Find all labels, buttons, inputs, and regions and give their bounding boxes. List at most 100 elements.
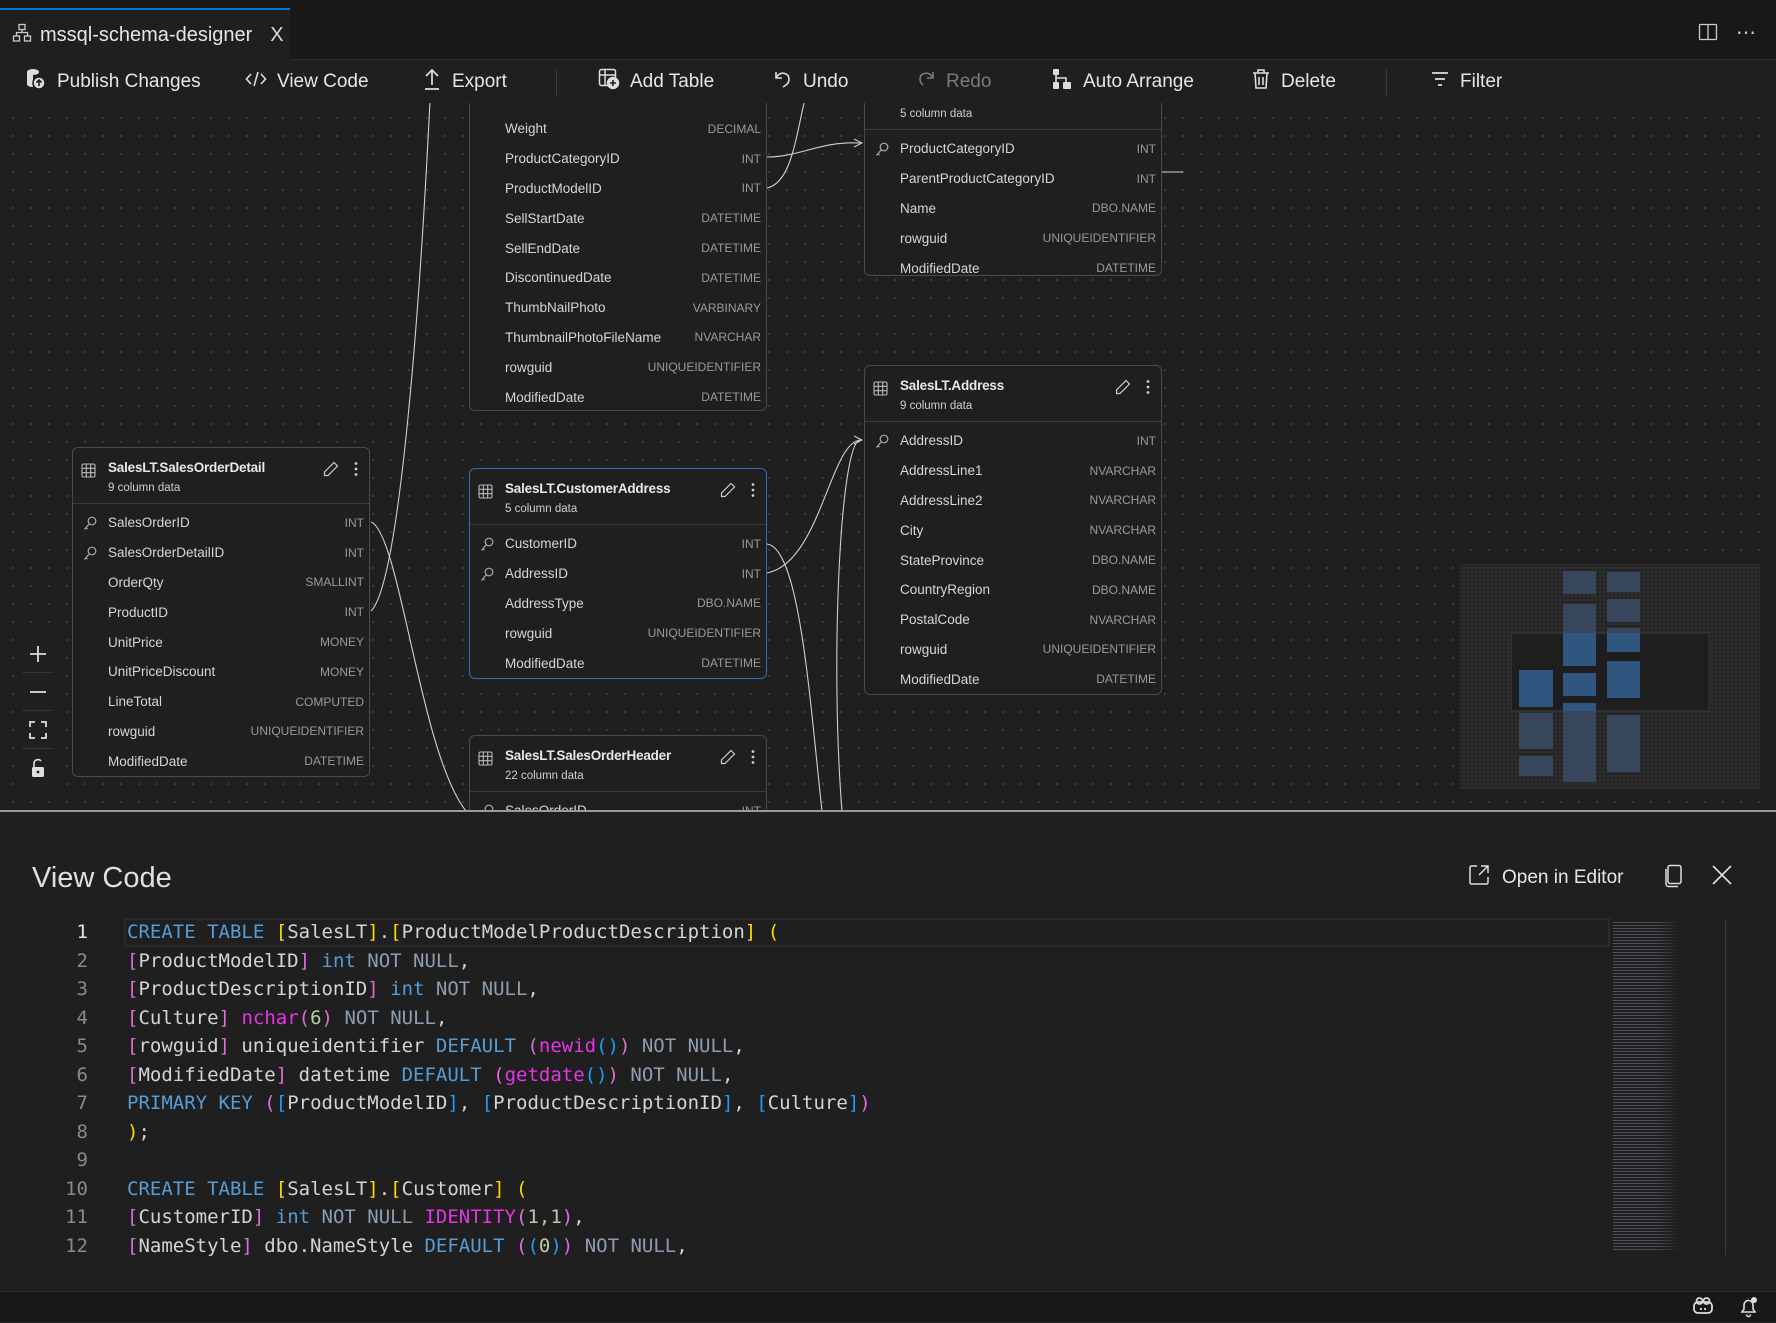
- delete-button[interactable]: Delete: [1251, 61, 1336, 103]
- redo-button[interactable]: Redo: [916, 61, 991, 103]
- column-row[interactable]: DiscontinuedDate DATETIME: [470, 263, 766, 293]
- column-row[interactable]: ProductID INT: [73, 597, 369, 627]
- table-node-product[interactable]: Weight DECIMAL ProductCategoryID INT Product…: [469, 103, 767, 411]
- column-row[interactable]: City NVARCHAR: [865, 515, 1161, 545]
- column-row[interactable]: AddressLine2 NVARCHAR: [865, 486, 1161, 516]
- column-row[interactable]: ModifiedDate DATETIME: [470, 648, 766, 678]
- relationship-edge: [766, 543, 823, 811]
- split-editor-icon[interactable]: [1698, 22, 1718, 47]
- publish-changes-button[interactable]: Publish Changes: [25, 61, 201, 103]
- code-minimap[interactable]: [1613, 922, 1723, 1252]
- column-row[interactable]: Weight DECIMAL: [470, 114, 766, 144]
- copilot-icon[interactable]: [1692, 1296, 1714, 1321]
- view-code-button[interactable]: View Code: [245, 61, 369, 103]
- column-row[interactable]: ThumbNailPhoto VARBINARY: [470, 293, 766, 323]
- column-type: DATETIME: [701, 270, 761, 285]
- tab-close-button[interactable]: X: [270, 24, 284, 46]
- column-row[interactable]: UnitPrice MONEY: [73, 627, 369, 657]
- lock-button[interactable]: [22, 749, 53, 787]
- filter-button[interactable]: Filter: [1430, 61, 1502, 103]
- more-actions-icon[interactable]: ⋯: [1736, 22, 1756, 44]
- auto-arrange-button[interactable]: Auto Arrange: [1051, 61, 1194, 103]
- column-row[interactable]: ProductCategoryID INT: [470, 144, 766, 174]
- table-node-sales-order-detail[interactable]: SalesLT.SalesOrderDetail 9 column data Sal…: [72, 447, 370, 778]
- zoom-in-button[interactable]: [22, 635, 53, 673]
- column-row[interactable]: rowguid UNIQUEIDENTIFIER: [73, 717, 369, 747]
- column-row[interactable]: ModifiedDate DATETIME: [865, 664, 1161, 694]
- column-row[interactable]: rowguid UNIQUEIDENTIFIER: [865, 635, 1161, 665]
- code-text: PRIMARY KEY ([ProductModelID], [ProductD…: [127, 1089, 871, 1118]
- schema-canvas[interactable]: Weight DECIMAL ProductCategoryID INT Product…: [0, 103, 1776, 811]
- column-row[interactable]: Name DBO.NAME: [865, 194, 1161, 224]
- column-row[interactable]: SalesOrderID INT: [73, 508, 369, 538]
- code-line: 6 [ModifiedDate] datetime DEFAULT (getdat…: [0, 1061, 1610, 1090]
- copy-icon: [1665, 864, 1682, 888]
- code-scrollbar[interactable]: [1725, 920, 1726, 1255]
- zoom-out-button[interactable]: [22, 673, 53, 711]
- code-token: NOT NULL: [618, 1063, 722, 1086]
- column-row[interactable]: AddressID INT: [865, 426, 1161, 456]
- column-row[interactable]: CustomerID INT: [470, 529, 766, 559]
- add-table-button[interactable]: Add Table: [598, 61, 714, 103]
- table-node-customer-address[interactable]: SalesLT.CustomerAddress 5 column data Cust…: [469, 468, 767, 679]
- code-editor[interactable]: 1 CREATE TABLE [SalesLT].[ProductModelPro…: [0, 918, 1610, 1288]
- column-row[interactable]: rowguid UNIQUEIDENTIFIER: [470, 352, 766, 382]
- minimap-nodes: [1519, 571, 1640, 782]
- copy-button[interactable]: [1664, 864, 1684, 888]
- column-row[interactable]: StateProvince DBO.NAME: [865, 545, 1161, 575]
- column-row[interactable]: SellStartDate DATETIME: [470, 203, 766, 233]
- column-row[interactable]: ModifiedDate DATETIME: [865, 253, 1161, 275]
- edit-table-icon[interactable]: [720, 482, 736, 503]
- table-more-icon[interactable]: [750, 749, 756, 770]
- column-name: ModifiedDate: [505, 655, 585, 671]
- tab-mssql-schema-designer[interactable]: mssql-schema-designer X: [0, 8, 290, 61]
- table-node-address[interactable]: SalesLT.Address 9 column data AddressID INT…: [864, 365, 1162, 696]
- edit-table-icon[interactable]: [1115, 379, 1131, 400]
- code-token: [: [127, 1035, 139, 1057]
- column-type: DBO.NAME: [1091, 553, 1156, 568]
- column-row[interactable]: PostalCode NVARCHAR: [865, 605, 1161, 635]
- column-row[interactable]: AddressID INT: [470, 559, 766, 589]
- notifications-icon[interactable]: [1738, 1296, 1760, 1323]
- open-in-editor-button[interactable]: Open in Editor: [1468, 864, 1623, 892]
- column-name: ProductID: [108, 604, 169, 620]
- column-row[interactable]: UnitPriceDiscount MONEY: [73, 657, 369, 687]
- code-token: [230, 1007, 241, 1029]
- column-row[interactable]: ModifiedDate DATETIME: [470, 382, 766, 410]
- publish-icon: [25, 67, 47, 97]
- column-row[interactable]: ParentProductCategoryID INT: [865, 164, 1161, 194]
- table-more-icon[interactable]: [353, 461, 359, 482]
- column-row[interactable]: SellEndDate DATETIME: [470, 233, 766, 263]
- close-panel-button[interactable]: [1711, 864, 1733, 886]
- column-name: SellStartDate: [505, 210, 585, 226]
- column-row[interactable]: rowguid UNIQUEIDENTIFIER: [865, 223, 1161, 253]
- column-row[interactable]: SalesOrderDetailID INT: [73, 538, 369, 568]
- column-name: City: [900, 522, 924, 538]
- add-table-icon: [598, 68, 620, 96]
- column-name: ThumbNailPhoto: [505, 300, 606, 316]
- minimap-node: [1563, 711, 1596, 782]
- column-row[interactable]: ThumbnailPhotoFileName NVARCHAR: [470, 323, 766, 353]
- column-row[interactable]: ModifiedDate DATETIME: [73, 746, 369, 776]
- column-row[interactable]: rowguid UNIQUEIDENTIFIER: [470, 618, 766, 648]
- column-row[interactable]: ProductCategoryID INT: [865, 134, 1161, 164]
- panel-divider[interactable]: [0, 810, 1776, 812]
- canvas-minimap[interactable]: [1460, 564, 1760, 789]
- export-button[interactable]: Export: [422, 61, 507, 103]
- table-node-product-category[interactable]: 5 column data ProductCategoryID INT ParentP…: [864, 103, 1162, 276]
- table-more-icon[interactable]: [750, 482, 756, 503]
- column-row[interactable]: AddressLine1 NVARCHAR: [865, 456, 1161, 486]
- column-row[interactable]: AddressType DBO.NAME: [470, 589, 766, 619]
- edit-table-icon[interactable]: [323, 461, 339, 482]
- table-node-sales-order-header[interactable]: SalesLT.SalesOrderHeader 22 column data Sa…: [469, 735, 767, 811]
- undo-button[interactable]: Undo: [773, 61, 848, 103]
- column-row[interactable]: ProductModelID INT: [470, 174, 766, 204]
- fit-view-button[interactable]: [22, 711, 53, 749]
- column-row[interactable]: OrderQty SMALLINT: [73, 568, 369, 598]
- column-row[interactable]: LineTotal COMPUTED: [73, 687, 369, 717]
- column-row[interactable]: CountryRegion DBO.NAME: [865, 575, 1161, 605]
- code-token: (): [596, 1035, 619, 1057]
- column-row[interactable]: SalesOrderID INT: [470, 796, 766, 811]
- table-more-icon[interactable]: [1145, 379, 1151, 400]
- edit-table-icon[interactable]: [720, 749, 736, 770]
